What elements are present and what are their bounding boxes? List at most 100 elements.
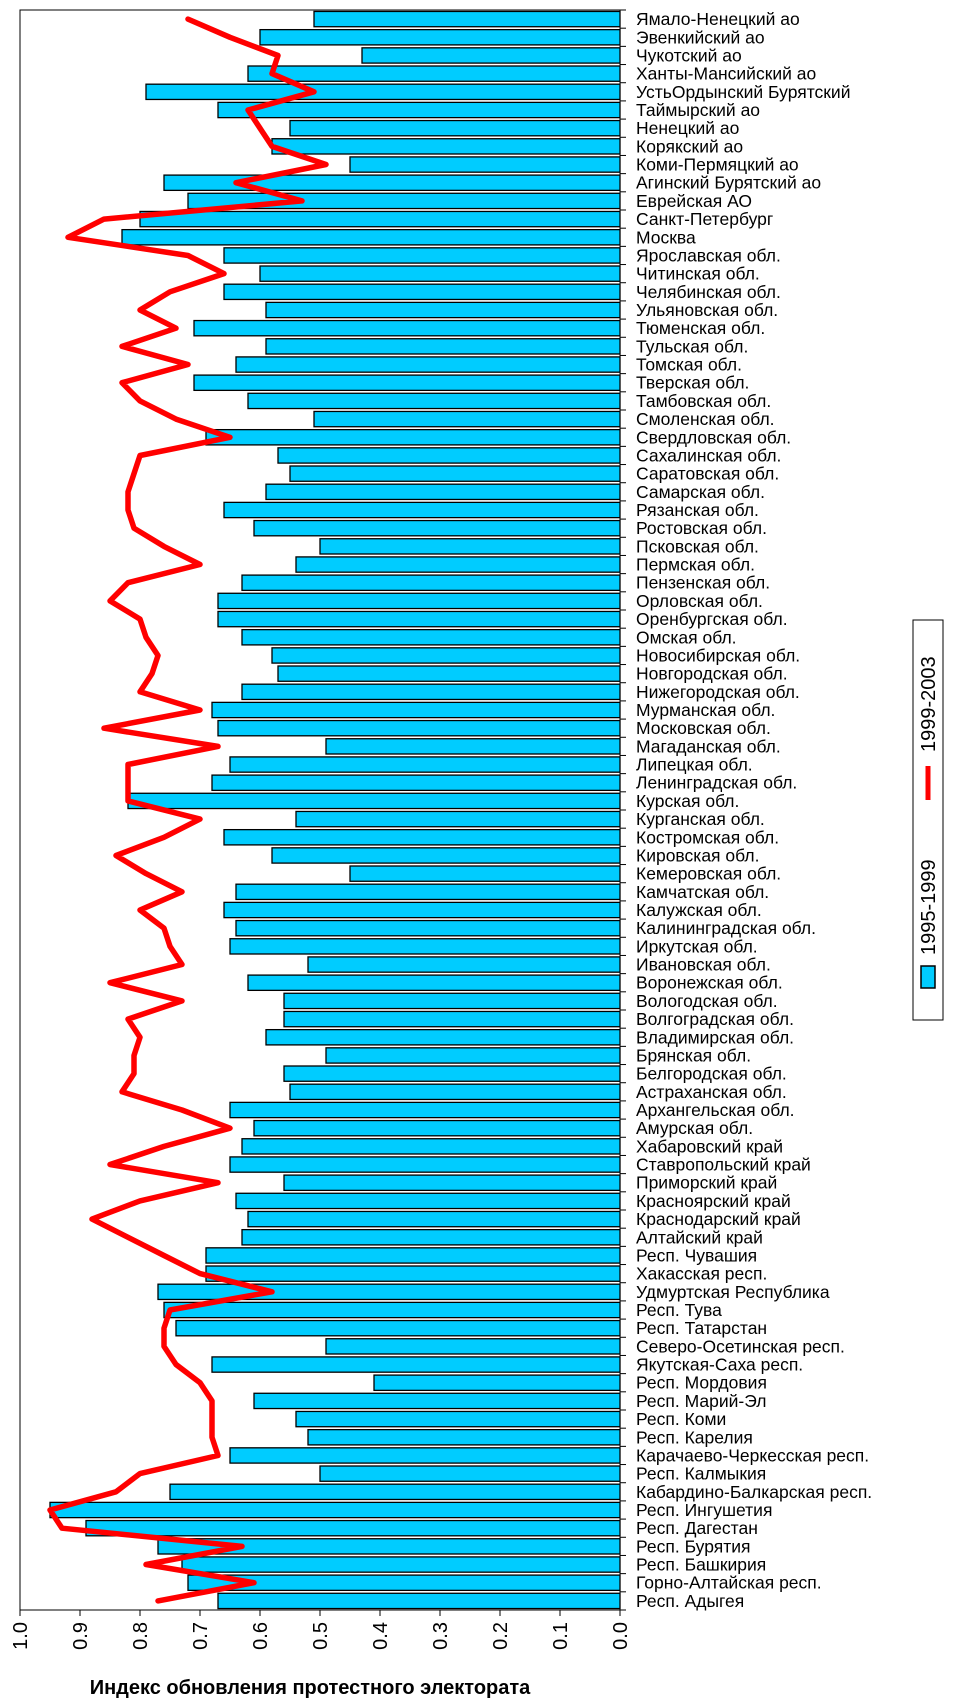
bar	[361, 47, 621, 64]
category-label: Краснодарский край	[636, 1209, 801, 1229]
x-tick-label: 0.8	[130, 1622, 152, 1650]
bar	[289, 1083, 621, 1101]
bar	[271, 847, 621, 864]
category-label: Якутская-Саха респ.	[636, 1355, 803, 1375]
category-label: Омская обл.	[636, 627, 737, 647]
legend-box	[912, 619, 944, 1021]
bar	[223, 901, 621, 919]
bar	[307, 1428, 621, 1446]
bar	[229, 938, 621, 955]
bar	[295, 810, 621, 828]
category-label: Читинская обл.	[636, 264, 760, 284]
category-label: Пермская обл.	[636, 555, 755, 575]
category-label: Москва	[636, 227, 696, 247]
x-tick-label: 1.0	[10, 1622, 32, 1650]
category-label: Псковская обл.	[636, 536, 759, 556]
bar	[253, 1119, 621, 1137]
bar	[307, 956, 621, 973]
x-tick-label: 0.5	[310, 1622, 332, 1650]
category-label: Горно-Алтайская респ.	[636, 1573, 822, 1593]
x-tick-label: 0.3	[430, 1622, 452, 1650]
category-label: Челябинская обл.	[636, 282, 781, 302]
category-label: Кировская обл.	[636, 845, 759, 865]
bar	[235, 883, 621, 901]
bar	[277, 447, 621, 464]
category-label: Кемеровская обл.	[636, 864, 781, 884]
category-label: Тульская обл.	[636, 336, 748, 356]
bar	[121, 228, 621, 246]
category-label: Пензенская обл.	[636, 573, 770, 593]
bar	[223, 247, 621, 264]
category-label: Ивановская обл.	[636, 955, 771, 975]
bar	[247, 1210, 621, 1228]
category-label: Костромская обл.	[636, 827, 779, 847]
category-label: Тюменская обл.	[636, 318, 765, 338]
category-label: Респ. Тува	[636, 1300, 722, 1320]
category-label: Тверская обл.	[636, 373, 749, 393]
x-tick-label: 0.2	[490, 1622, 512, 1650]
bar	[235, 356, 621, 373]
bar	[283, 1010, 621, 1028]
x-tick-label: 0.1	[550, 1622, 572, 1650]
category-label: Саратовская обл.	[636, 464, 779, 484]
category-label: Липецкая обл.	[636, 755, 753, 775]
category-label: Волгоградская обл.	[636, 1009, 794, 1029]
bar	[289, 465, 621, 482]
category-label: Владимирская обл.	[636, 1027, 794, 1047]
bar	[223, 828, 621, 846]
category-label: Респ. Коми	[636, 1409, 726, 1429]
category-label: Калининградская обл.	[636, 918, 816, 938]
bar	[223, 283, 621, 301]
bar	[265, 301, 621, 319]
category-label: Амурская обл.	[636, 1118, 753, 1138]
category-label: Ханты-Мансийский ао	[636, 64, 816, 84]
bar	[265, 338, 621, 355]
category-label: Калужская обл.	[636, 900, 762, 920]
bar	[271, 647, 621, 664]
category-label: Коми-Пермяцкий ао	[636, 155, 799, 175]
category-label: Ненецкий ао	[636, 118, 739, 138]
bar	[163, 174, 621, 192]
category-label: Карачаево-Черкесская респ.	[636, 1445, 869, 1465]
category-label: Камчатская обл.	[636, 882, 769, 902]
bar	[325, 1047, 621, 1064]
bar	[241, 683, 621, 701]
category-label: Архангельская обл.	[636, 1100, 795, 1120]
bar	[247, 974, 621, 992]
bar	[205, 428, 621, 446]
bar	[259, 28, 621, 46]
category-label: Свердловская обл.	[636, 427, 791, 447]
category-label: Смоленская обл.	[636, 409, 775, 429]
bar	[283, 992, 621, 1010]
category-label: Оренбургская обл.	[636, 609, 788, 629]
category-label: Респ. Ингушетия	[636, 1500, 772, 1520]
bar	[217, 610, 621, 628]
bar	[235, 919, 621, 937]
category-label: Кабардино-Балкарская респ.	[636, 1482, 872, 1502]
bar	[193, 319, 621, 337]
category-label: Таймырский ао	[636, 100, 760, 120]
legend-label-1999-2003: 1999-2003	[918, 656, 940, 752]
bar	[217, 592, 621, 610]
category-label: Алтайский край	[636, 1227, 763, 1247]
bar	[157, 1283, 621, 1301]
category-label: Томская обл.	[636, 355, 742, 375]
category-label: Респ. Бурятия	[636, 1536, 751, 1556]
category-label: Респ. Дагестан	[636, 1518, 758, 1538]
x-axis-label: Индекс обновления протестного электората	[90, 1677, 531, 1699]
category-label: Еврейская АО	[636, 191, 752, 211]
category-label: Респ. Адыгея	[636, 1591, 744, 1611]
category-label: Респ. Калмыкия	[636, 1464, 766, 1484]
bar	[205, 1265, 621, 1282]
category-label: Ямало-Ненецкий ао	[636, 9, 800, 29]
category-label: Приморский край	[636, 1173, 777, 1193]
category-label: Иркутская обл.	[636, 936, 758, 956]
bar	[373, 1374, 621, 1392]
bar	[229, 756, 621, 773]
x-tick-label: 0.7	[190, 1622, 212, 1650]
bar	[241, 574, 621, 592]
category-label: Новгородская обл.	[636, 664, 788, 684]
category-label: Респ. Мордовия	[636, 1373, 767, 1393]
